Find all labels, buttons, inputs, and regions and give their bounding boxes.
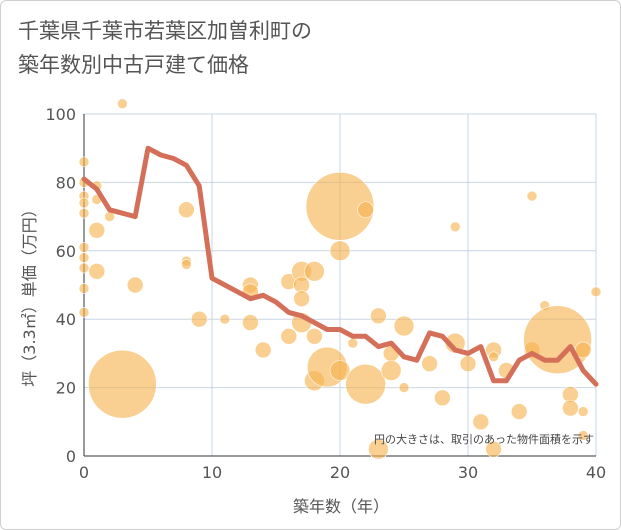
data-bubble — [280, 327, 298, 345]
data-bubble — [293, 290, 310, 307]
data-bubble — [485, 440, 502, 458]
y-tick-label: 20 — [56, 379, 76, 398]
x-tick-label: 20 — [330, 463, 350, 482]
data-bubble — [590, 286, 602, 298]
data-bubble — [181, 259, 192, 270]
data-bubble — [526, 190, 538, 202]
trend-line-layer — [81, 145, 599, 387]
data-bubble — [78, 156, 90, 168]
data-bubble — [304, 261, 325, 282]
data-bubble — [488, 351, 499, 363]
data-bubble — [562, 399, 579, 417]
average-price-line — [81, 145, 599, 387]
data-bubble — [78, 307, 90, 318]
chart-title: 千葉県千葉市若葉区加曽利町の 築年数別中古戸建て価格 — [18, 14, 312, 82]
data-bubble — [398, 382, 410, 393]
data-bubble — [117, 98, 128, 110]
data-bubble — [510, 403, 528, 420]
y-tick-label: 0 — [66, 447, 76, 466]
data-bubble — [434, 389, 451, 407]
data-bubble — [577, 430, 589, 441]
data-bubble — [242, 314, 259, 331]
data-bubble — [305, 172, 375, 241]
data-bubble — [347, 337, 359, 349]
x-tick-label: 40 — [586, 463, 606, 482]
data-bubble — [345, 363, 386, 405]
data-bubble — [219, 313, 231, 325]
data-bubble — [472, 413, 490, 431]
data-bubble — [88, 221, 106, 239]
x-tick-label: 30 — [458, 463, 478, 482]
data-bubble — [254, 341, 272, 359]
x-axis-label: 築年数（年） — [293, 497, 389, 516]
data-bubble — [88, 349, 157, 419]
data-bubble — [126, 276, 144, 294]
y-tick-label: 40 — [56, 310, 76, 329]
y-tick-label: 80 — [56, 173, 76, 192]
data-bubble — [329, 360, 351, 381]
data-bubble — [574, 341, 592, 359]
data-bubble — [78, 207, 90, 219]
data-bubble — [190, 310, 208, 328]
data-bubble — [357, 201, 374, 219]
y-axis-label: 坪（3.3㎡）単価（万円） — [20, 201, 39, 386]
data-bubble — [78, 252, 90, 263]
data-bubble — [178, 201, 195, 219]
data-bubble — [368, 438, 389, 460]
data-bubble — [380, 360, 402, 381]
data-bubble — [421, 355, 438, 372]
data-bubble — [329, 240, 351, 262]
data-bubble — [88, 263, 106, 280]
chart-title-line-2: 築年数別中古戸建て価格 — [18, 53, 249, 77]
data-bubble — [393, 315, 415, 337]
bubble-size-note: 円の大きさは、取引のあった物件面積を示す — [374, 432, 594, 446]
data-bubble — [306, 327, 323, 345]
data-bubble — [370, 307, 387, 325]
y-tick-label: 60 — [56, 242, 76, 261]
x-tick-label: 0 — [79, 463, 89, 482]
x-tick-label: 10 — [202, 463, 222, 482]
chart-title-line-1: 千葉県千葉市若葉区加曽利町の — [18, 19, 312, 43]
data-bubble — [449, 221, 461, 233]
data-bubble — [78, 262, 90, 274]
data-bubble — [459, 355, 477, 372]
data-bubble — [78, 242, 90, 253]
tick-labels: 0 10 20 30 40 0 20 40 60 80 100 — [45, 105, 606, 482]
data-bubble — [577, 406, 589, 417]
y-tick-label: 100 — [45, 105, 76, 124]
data-bubble — [78, 283, 90, 294]
data-bubble — [78, 197, 90, 209]
